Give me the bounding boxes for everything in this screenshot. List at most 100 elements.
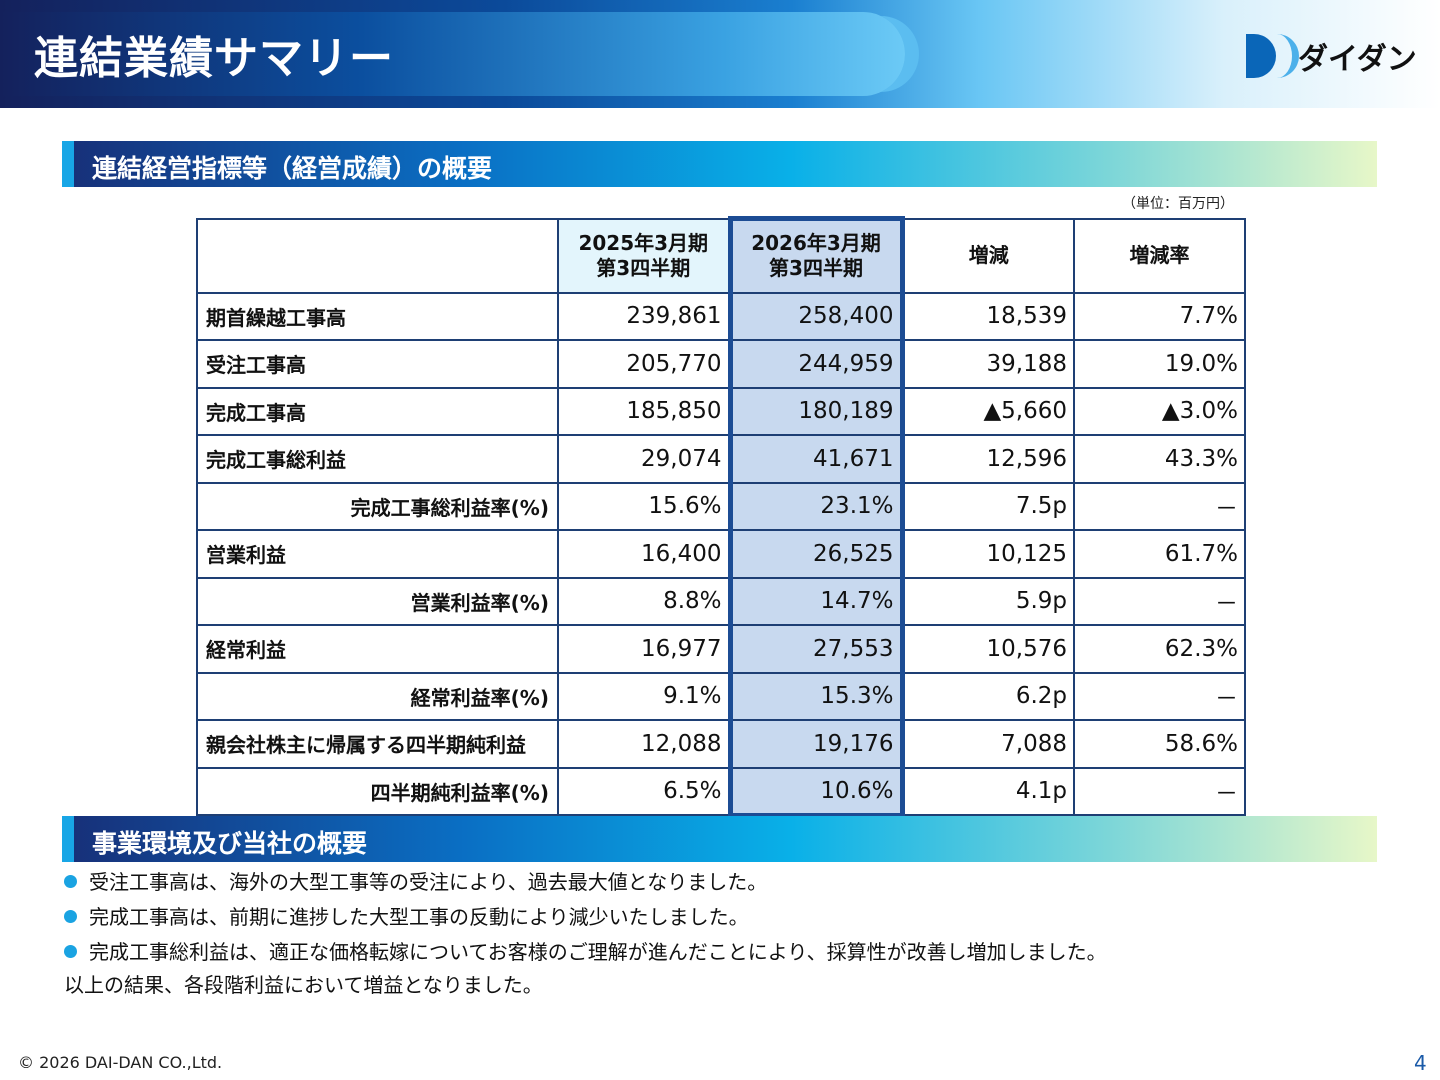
copyright: © 2026 DAI-DAN CO.,Ltd. <box>18 1053 223 1072</box>
table-row: 期首繰越工事高 239,861 258,400 18,539 7.7% <box>196 291 1246 341</box>
value-change-rate: ▲3.0% <box>1073 386 1246 436</box>
header-fy2026: 2026年3月期 第3四半期 <box>727 216 905 294</box>
value-fy2026: 27,553 <box>727 624 905 674</box>
value-fy2026: 26,525 <box>727 529 905 579</box>
logo-mark-icon <box>1246 34 1299 78</box>
section-title: 事業環境及び当社の概要 <box>92 829 368 858</box>
value-change: 10,125 <box>901 529 1075 579</box>
bullet-icon <box>64 945 77 958</box>
row-label: 営業利益率(%) <box>196 576 559 626</box>
value-fy2025: 6.5% <box>557 766 731 816</box>
bullet-text: 受注工事高は、海外の大型工事等の受注により、過去最大値となりました。 <box>89 870 768 894</box>
value-change: ▲5,660 <box>901 386 1075 436</box>
value-change-rate: 62.3% <box>1073 624 1246 674</box>
table-row: 完成工事総利益 29,074 41,671 12,596 43.3% <box>196 434 1246 484</box>
value-change: 10,576 <box>901 624 1075 674</box>
header-fy2026-period: 2026年3月期 <box>751 231 881 256</box>
table-row: 四半期純利益率(%) 6.5% 10.6% 4.1p － <box>196 766 1246 818</box>
value-fy2025: 16,977 <box>557 624 731 674</box>
logo-text: ダイダン <box>1298 42 1417 77</box>
value-fy2025: 8.8% <box>557 576 731 626</box>
value-fy2026: 15.3% <box>727 671 905 721</box>
value-change-rate: － <box>1073 671 1246 721</box>
value-fy2026: 19,176 <box>727 719 905 769</box>
row-label: 受注工事高 <box>196 339 559 389</box>
value-change: 39,188 <box>901 339 1075 389</box>
row-label: 完成工事総利益 <box>196 434 559 484</box>
bullet-icon <box>64 910 77 923</box>
value-change: 12,596 <box>901 434 1075 484</box>
row-label: 親会社株主に帰属する四半期純利益 <box>196 719 559 769</box>
value-fy2025: 16,400 <box>557 529 731 579</box>
value-fy2025: 205,770 <box>557 339 731 389</box>
bullet-item: 受注工事高は、海外の大型工事等の受注により、過去最大値となりました。 <box>64 866 767 895</box>
row-label: 期首繰越工事高 <box>196 291 559 341</box>
value-fy2026: 10.6% <box>727 766 905 818</box>
row-label: 完成工事高 <box>196 386 559 436</box>
row-label: 経常利益 <box>196 624 559 674</box>
value-fy2025: 12,088 <box>557 719 731 769</box>
value-change: 5.9p <box>901 576 1075 626</box>
header-blank <box>196 217 559 294</box>
header-pill <box>0 12 905 96</box>
row-label: 営業利益 <box>196 529 559 579</box>
value-change: 7.5p <box>901 481 1075 531</box>
table-row: 経常利益率(%) 9.1% 15.3% 6.2p － <box>196 671 1246 721</box>
page-title: 連結業績サマリー <box>34 33 394 84</box>
value-fy2026: 180,189 <box>727 386 905 436</box>
results-table: 2025年3月期 第3四半期 2026年3月期 第3四半期 増減 増減率 期首繰越工… <box>196 216 1246 818</box>
value-fy2025: 9.1% <box>557 671 731 721</box>
section-header-business: 事業環境及び当社の概要 <box>62 816 1377 862</box>
table-body: 期首繰越工事高 239,861 258,400 18,539 7.7% 受注工事高 205,… <box>196 291 1246 818</box>
section-title: 連結経営指標等（経営成績）の概要 <box>92 154 493 183</box>
row-label: 経常利益率(%) <box>196 671 559 721</box>
value-fy2025: 29,074 <box>557 434 731 484</box>
conclusion-text: 以上の結果、各段階利益において増益となりました。 <box>64 973 543 997</box>
table-row: 受注工事高 205,770 244,959 39,188 19.0% <box>196 339 1246 389</box>
value-change-rate: － <box>1073 576 1246 626</box>
value-change-rate: － <box>1073 766 1246 816</box>
row-label: 完成工事総利益率(%) <box>196 481 559 531</box>
value-change-rate: 19.0% <box>1073 339 1246 389</box>
value-fy2026: 258,400 <box>727 291 905 341</box>
section-header-summary: 連結経営指標等（経営成績）の概要 <box>62 141 1377 187</box>
row-label: 四半期純利益率(%) <box>196 766 559 816</box>
value-change-rate: 61.7% <box>1073 529 1246 579</box>
value-fy2026: 14.7% <box>727 576 905 626</box>
value-change-rate: － <box>1073 481 1246 531</box>
value-change: 6.2p <box>901 671 1075 721</box>
page-number: 4 <box>1414 1051 1427 1075</box>
value-fy2025: 15.6% <box>557 481 731 531</box>
company-logo: ダイダン <box>1246 34 1417 78</box>
header-fy2025-period: 2025年3月期 <box>578 230 709 255</box>
unit-label: （単位：百万円） <box>1122 196 1234 212</box>
value-change: 4.1p <box>901 766 1075 816</box>
header-change-rate: 増減率 <box>1073 217 1246 294</box>
bullet-text: 完成工事総利益は、適正な価格転嫁についてお客様のご理解が進んだことにより、採算性… <box>89 940 1107 964</box>
value-fy2025: 185,850 <box>557 386 731 436</box>
value-fy2026: 41,671 <box>727 434 905 484</box>
table-row: 完成工事総利益率(%) 15.6% 23.1% 7.5p － <box>196 481 1246 531</box>
table-row: 営業利益 16,400 26,525 10,125 61.7% <box>196 529 1246 579</box>
value-change: 18,539 <box>901 291 1075 341</box>
value-change-rate: 7.7% <box>1073 291 1246 341</box>
bullet-item: 完成工事総利益は、適正な価格転嫁についてお客様のご理解が進んだことにより、採算性… <box>64 936 1107 965</box>
header-fy2025: 2025年3月期 第3四半期 <box>557 217 731 294</box>
value-fy2025: 239,861 <box>557 291 731 341</box>
bullet-icon <box>64 875 77 888</box>
value-fy2026: 244,959 <box>727 339 905 389</box>
bullet-item: 完成工事高は、前期に進捗した大型工事の反動により減少いたしました。 <box>64 901 749 930</box>
header-change: 増減 <box>901 217 1075 294</box>
header-banner <box>0 0 1440 108</box>
header-fy2026-quarter: 第3四半期 <box>769 256 863 281</box>
value-change-rate: 43.3% <box>1073 434 1246 484</box>
value-change-rate: 58.6% <box>1073 719 1246 769</box>
table-row: 親会社株主に帰属する四半期純利益 12,088 19,176 7,088 58.6% <box>196 719 1246 769</box>
header-fy2025-quarter: 第3四半期 <box>596 255 691 280</box>
value-fy2026: 23.1% <box>727 481 905 531</box>
bullet-text: 完成工事高は、前期に進捗した大型工事の反動により減少いたしました。 <box>89 905 749 929</box>
table-row: 経常利益 16,977 27,553 10,576 62.3% <box>196 624 1246 674</box>
table-row: 完成工事高 185,850 180,189 ▲5,660 ▲3.0% <box>196 386 1246 436</box>
value-change: 7,088 <box>901 719 1075 769</box>
table-row: 営業利益率(%) 8.8% 14.7% 5.9p － <box>196 576 1246 626</box>
